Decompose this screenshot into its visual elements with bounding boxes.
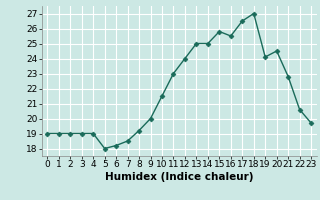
X-axis label: Humidex (Indice chaleur): Humidex (Indice chaleur) [105,172,253,182]
